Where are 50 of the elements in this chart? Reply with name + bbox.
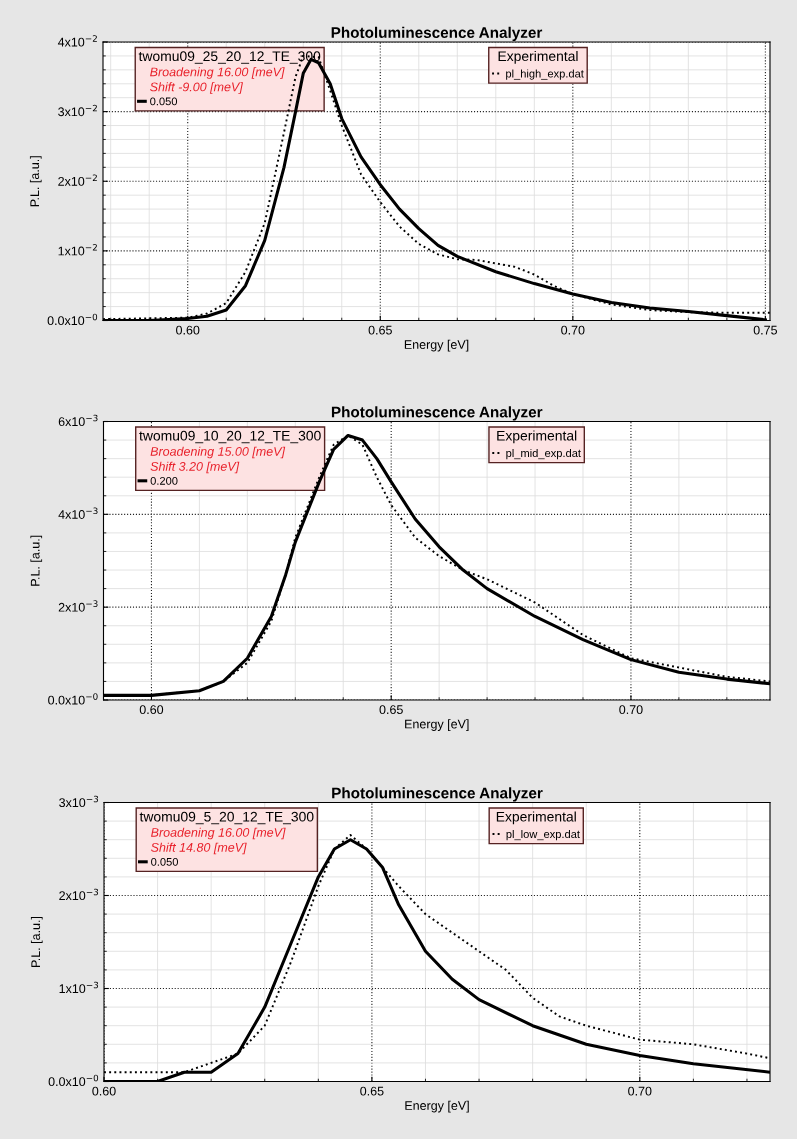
x-tick-label: 0.65 bbox=[368, 325, 392, 335]
y-axis-title: P.L. [a.u.] bbox=[29, 156, 42, 207]
annotation: twomu09_10_20_12_TE_300 bbox=[139, 430, 321, 444]
x-tick-label: 0.60 bbox=[139, 705, 164, 715]
annotation: Shift 3.20 [meV] bbox=[150, 461, 240, 474]
annotation: Shift -9.00 [meV] bbox=[150, 82, 244, 94]
annotation: Broadening 16.00 [meV] bbox=[150, 67, 285, 79]
legend-title: Experimental bbox=[498, 50, 578, 64]
legend-label: pl_low_exp.dat bbox=[506, 829, 580, 841]
chart-title: Photoluminescence Analyzer bbox=[332, 787, 543, 802]
annotation: Broadening 15.00 [meV] bbox=[150, 446, 286, 459]
y-tick-label: 3x10$^{−2}$ bbox=[58, 104, 97, 117]
y-tick-label: 1x10$^{−3}$ bbox=[59, 981, 99, 994]
y-tick-label: 1x10$^{−2}$ bbox=[58, 244, 97, 256]
legend-label: 0.050 bbox=[150, 97, 178, 106]
x-tick-label: 0.65 bbox=[379, 705, 403, 715]
x-axis-title: Energy [eV] bbox=[405, 1100, 469, 1113]
x-tick-label: 0.70 bbox=[561, 325, 585, 335]
y-tick-label: 4x10$^{−2}$ bbox=[57, 35, 97, 47]
y-tick-label: 4x10$^{−3}$ bbox=[58, 507, 98, 519]
y-tick-label: 2x10$^{−2}$ bbox=[58, 174, 97, 186]
legend-title: Experimental bbox=[496, 811, 576, 825]
legend-label: 0.050 bbox=[151, 857, 179, 866]
y-tick-label: 2x10$^{−3}$ bbox=[59, 888, 99, 901]
x-tick-label: 0.60 bbox=[92, 1086, 116, 1096]
x-axis-title: Energy [eV] bbox=[404, 339, 469, 352]
chart-title: Photoluminescence Analyzer bbox=[331, 406, 543, 421]
x-axis-title: Energy [eV] bbox=[405, 719, 469, 731]
x-tick-label: 0.75 bbox=[753, 325, 778, 335]
annotation: twomu09_25_20_12_TE_300 bbox=[138, 51, 321, 64]
y-tick-label: 0.0x10$^{−0}$ bbox=[47, 313, 98, 326]
chart-title: Photoluminescence Analyzer bbox=[331, 26, 543, 41]
x-tick-label: 0.60 bbox=[176, 325, 200, 335]
x-tick-label: 0.70 bbox=[619, 705, 643, 715]
legend-title: Experimental bbox=[497, 430, 577, 444]
legend-label: pl_mid_exp.dat bbox=[506, 448, 581, 460]
legend-label: 0.200 bbox=[150, 476, 178, 485]
y-tick-label: 6x10$^{−3}$ bbox=[58, 414, 98, 427]
y-axis-title: P.L. [a.u.] bbox=[30, 916, 43, 967]
y-axis-title: P.L. [a.u.] bbox=[30, 535, 43, 586]
y-tick-label: 0.0x10$^{−0}$ bbox=[48, 1074, 99, 1087]
y-tick-label: 3x10$^{−3}$ bbox=[59, 795, 99, 808]
legend-label: pl_high_exp.dat bbox=[506, 69, 584, 80]
y-tick-label: 0.0x10$^{−0}$ bbox=[48, 693, 98, 705]
annotation: Shift 14.80 [meV] bbox=[150, 842, 247, 855]
annotation: Broadening 16.00 [meV] bbox=[151, 827, 286, 840]
annotation: twomu09_5_20_12_TE_300 bbox=[139, 811, 314, 825]
y-tick-label: 2x10$^{−3}$ bbox=[58, 600, 98, 612]
x-tick-label: 0.65 bbox=[360, 1086, 384, 1096]
x-tick-label: 0.70 bbox=[628, 1086, 652, 1096]
